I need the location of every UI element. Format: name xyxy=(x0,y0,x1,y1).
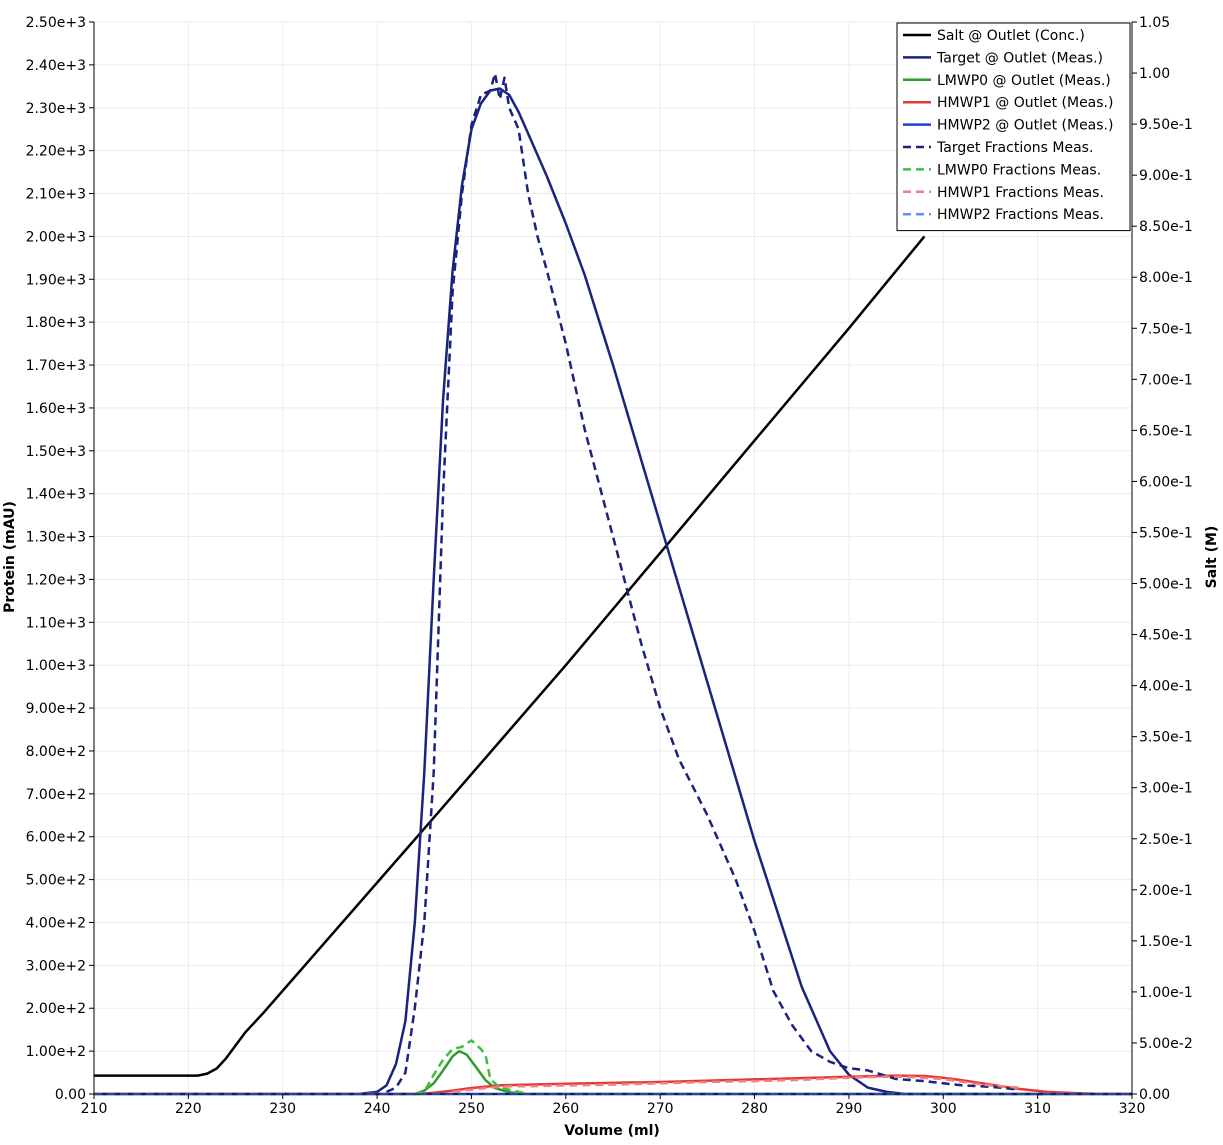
y2-axis-title: Salt (M) xyxy=(1204,526,1220,589)
y-tick-label: 7.00e+2 xyxy=(26,787,86,803)
y2-tick-label: 4.00e-1 xyxy=(1139,679,1193,695)
x-tick-label: 320 xyxy=(1119,1101,1146,1117)
x-tick-label: 210 xyxy=(81,1101,108,1117)
y2-tick-label: 3.00e-1 xyxy=(1139,781,1193,797)
y-axis-title: Protein (mAU) xyxy=(2,501,18,613)
y-tick-label: 1.30e+3 xyxy=(26,530,86,546)
series-line-6 xyxy=(414,1039,529,1096)
y-tick-label: 3.00e+2 xyxy=(26,958,86,974)
ticks-layer: 210 220 230 240 250 260 270 280 290 300 310 3200.00… xyxy=(26,15,1193,1117)
y2-tick-label: 5.00e-1 xyxy=(1139,577,1193,593)
y-tick-label: 2.00e+3 xyxy=(26,229,86,245)
y-tick-label: 4.00e+2 xyxy=(26,915,86,931)
y2-tick-label: 8.50e-1 xyxy=(1139,219,1193,235)
axes-layer xyxy=(93,22,1133,1095)
y2-tick-label: 0.00 xyxy=(1139,1087,1170,1103)
y2-tick-label: 1.00e-1 xyxy=(1139,985,1193,1001)
series-line-5 xyxy=(385,72,1019,1094)
x-tick-label: 220 xyxy=(175,1101,202,1117)
y-tick-label: 2.10e+3 xyxy=(26,187,86,203)
y-tick-label: 1.70e+3 xyxy=(26,358,86,374)
y2-tick-label: 9.50e-1 xyxy=(1139,117,1193,133)
y-tick-label: 1.50e+3 xyxy=(26,444,86,460)
y-tick-label: 1.00e+2 xyxy=(26,1044,86,1060)
legend-label: HMWP2 Fractions Meas. xyxy=(937,207,1104,223)
legend-label: Target @ Outlet (Meas.) xyxy=(936,50,1103,66)
legend-box xyxy=(896,22,1131,232)
y-tick-label: 1.90e+3 xyxy=(26,272,86,288)
y2-tick-label: 5.00e-2 xyxy=(1139,1036,1193,1052)
legend-label: Salt @ Outlet (Conc.) xyxy=(937,28,1085,44)
y-tick-label: 1.40e+3 xyxy=(26,487,86,503)
y2-tick-label: 4.50e-1 xyxy=(1139,628,1193,644)
y-tick-label: 2.20e+3 xyxy=(26,144,86,160)
series-line-7 xyxy=(452,1075,1019,1094)
legend-label: LMWP0 @ Outlet (Meas.) xyxy=(937,73,1111,89)
x-tick-label: 300 xyxy=(930,1101,957,1117)
x-tick-label: 280 xyxy=(741,1101,768,1117)
y2-tick-label: 6.00e-1 xyxy=(1139,474,1193,490)
y2-tick-label: 7.50e-1 xyxy=(1139,321,1193,337)
y-tick-label: 2.40e+3 xyxy=(26,58,86,74)
y-tick-label: 6.00e+2 xyxy=(26,830,86,846)
y2-tick-label: 9.00e-1 xyxy=(1139,168,1193,184)
y-tick-label: 8.00e+2 xyxy=(26,744,86,760)
y-tick-label: 1.60e+3 xyxy=(26,401,86,417)
y-tick-label: 9.00e+2 xyxy=(26,701,86,717)
x-tick-label: 240 xyxy=(364,1101,391,1117)
y-tick-label: 2.50e+3 xyxy=(26,15,86,31)
y-tick-label: 2.00e+2 xyxy=(26,1001,86,1017)
legend-label: Target Fractions Meas. xyxy=(936,140,1093,156)
y2-tick-label: 2.50e-1 xyxy=(1139,832,1193,848)
x-tick-label: 270 xyxy=(647,1101,674,1117)
y2-tick-label: 7.00e-1 xyxy=(1139,372,1193,388)
x-tick-label: 230 xyxy=(269,1101,296,1117)
x-tick-label: 250 xyxy=(458,1101,485,1117)
y2-tick-label: 6.50e-1 xyxy=(1139,423,1193,439)
x-tick-label: 260 xyxy=(552,1101,579,1117)
y2-tick-label: 1.05 xyxy=(1139,15,1170,31)
x-tick-label: 310 xyxy=(1024,1101,1051,1117)
legend: Salt @ Outlet (Conc.) Target @ Outlet (Me… xyxy=(896,22,1131,232)
x-tick-label: 290 xyxy=(836,1101,863,1117)
series-line-1 xyxy=(94,87,1132,1096)
legend-label: LMWP0 Fractions Meas. xyxy=(937,162,1101,178)
y2-tick-label: 1.50e-1 xyxy=(1139,934,1193,950)
legend-label: HMWP1 Fractions Meas. xyxy=(937,185,1104,201)
y2-tick-label: 8.00e-1 xyxy=(1139,270,1193,286)
y2-tick-label: 5.50e-1 xyxy=(1139,525,1193,541)
y2-tick-label: 1.00 xyxy=(1139,66,1170,82)
series-line-2 xyxy=(94,1049,1132,1096)
series-line-0 xyxy=(94,235,926,1077)
y2-tick-label: 2.00e-1 xyxy=(1139,883,1193,899)
y-tick-label: 1.20e+3 xyxy=(26,572,86,588)
y2-tick-label: 3.50e-1 xyxy=(1139,730,1193,746)
y-tick-label: 1.00e+3 xyxy=(26,658,86,674)
legend-label: HMWP1 @ Outlet (Meas.) xyxy=(937,95,1113,111)
y-tick-label: 0.00 xyxy=(55,1087,86,1103)
y-tick-label: 1.10e+3 xyxy=(26,615,86,631)
y-tick-label: 2.30e+3 xyxy=(26,101,86,117)
legend-label: HMWP2 @ Outlet (Meas.) xyxy=(937,118,1113,134)
x-axis-title: Volume (ml) xyxy=(564,1123,660,1139)
y-tick-label: 5.00e+2 xyxy=(26,873,86,889)
y-tick-label: 1.80e+3 xyxy=(26,315,86,331)
